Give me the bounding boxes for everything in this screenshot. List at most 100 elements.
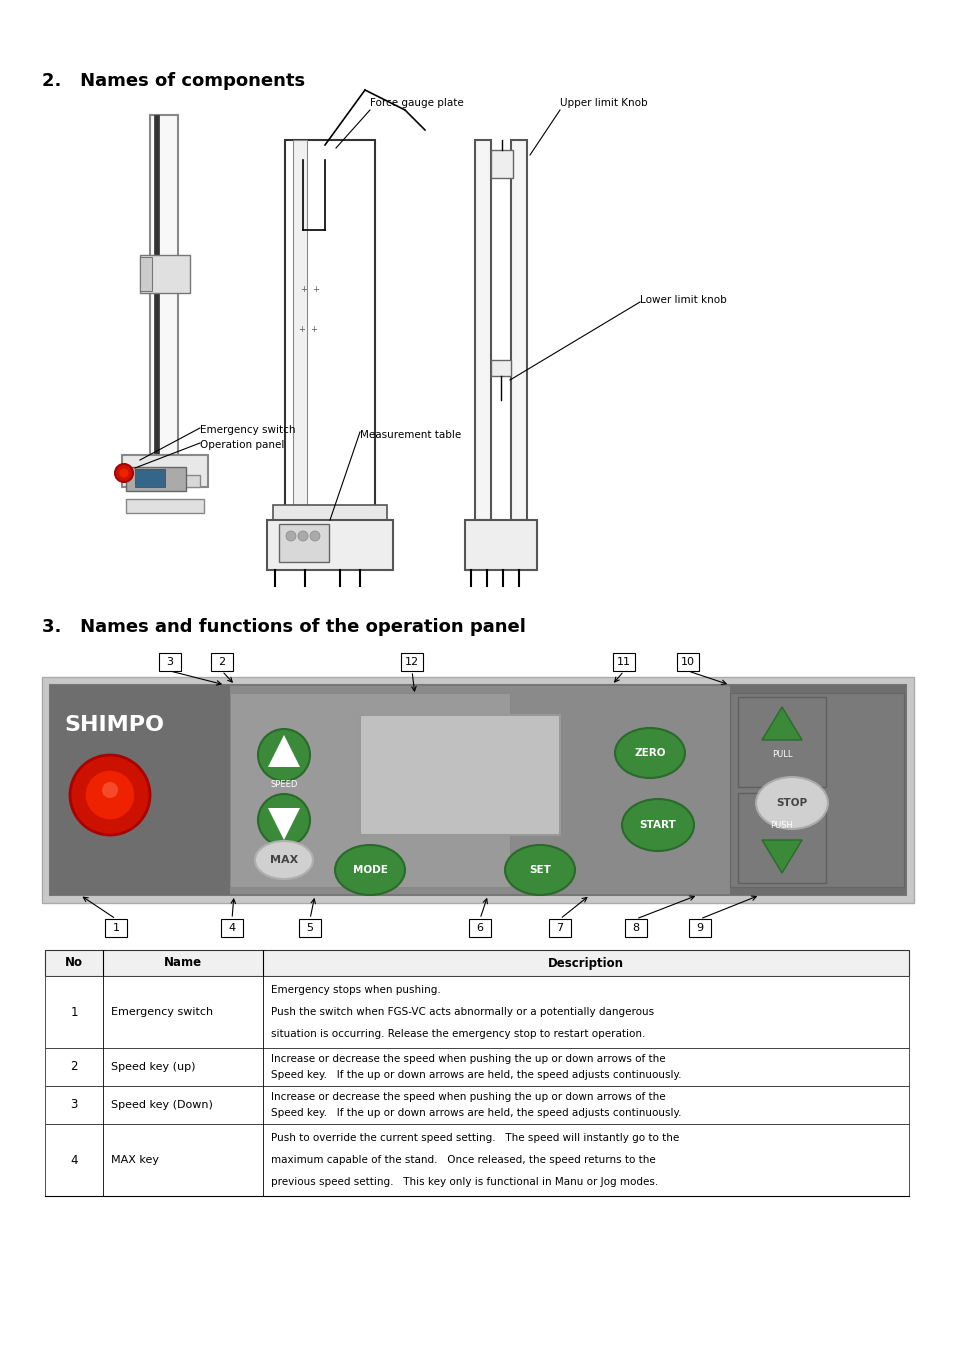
Text: Name: Name — [164, 957, 202, 969]
Bar — [42, 676, 913, 903]
Ellipse shape — [621, 799, 693, 850]
Text: 2: 2 — [71, 1061, 77, 1073]
Bar — [677, 653, 699, 671]
Circle shape — [119, 468, 129, 478]
Text: Upper limit Knob: Upper limit Knob — [559, 99, 647, 108]
Text: 4: 4 — [228, 923, 235, 933]
Text: 3: 3 — [71, 1099, 77, 1111]
Bar — [624, 919, 646, 937]
Text: +  +: + + — [301, 285, 320, 294]
Bar — [45, 1125, 908, 1196]
Text: maximum capable of the stand.   Once released, the speed returns to the: maximum capable of the stand. Once relea… — [271, 1156, 655, 1165]
Text: 10: 10 — [680, 657, 695, 667]
Text: Lower limit knob: Lower limit knob — [639, 296, 726, 305]
Polygon shape — [268, 809, 299, 840]
Bar — [688, 919, 710, 937]
Text: +  +: + + — [299, 325, 318, 335]
Bar — [285, 140, 375, 520]
Ellipse shape — [257, 729, 310, 782]
Text: START: START — [639, 819, 676, 830]
Text: PULL: PULL — [771, 751, 791, 759]
Text: Description: Description — [547, 957, 623, 969]
Bar — [159, 653, 181, 671]
Text: SPEED: SPEED — [270, 780, 297, 788]
Bar — [738, 792, 825, 883]
Bar — [273, 505, 387, 522]
Bar — [122, 455, 208, 487]
Text: Speed key.   If the up or down arrows are held, the speed adjusts continuously.: Speed key. If the up or down arrows are … — [271, 1108, 680, 1118]
Text: Speed key (up): Speed key (up) — [111, 1062, 195, 1072]
Bar — [267, 520, 393, 570]
Bar — [729, 693, 903, 887]
Bar — [45, 1085, 908, 1125]
Text: Speed key.   If the up or down arrows are held, the speed adjusts continuously.: Speed key. If the up or down arrows are … — [271, 1071, 680, 1080]
Ellipse shape — [335, 845, 405, 895]
Text: 6: 6 — [476, 923, 483, 933]
Text: Emergency switch: Emergency switch — [200, 425, 295, 435]
Bar — [211, 653, 233, 671]
Bar — [469, 919, 491, 937]
Circle shape — [310, 531, 319, 541]
Bar — [126, 467, 186, 491]
Text: MAX: MAX — [270, 855, 297, 865]
Text: Speed key (Down): Speed key (Down) — [111, 1100, 213, 1110]
Ellipse shape — [504, 845, 575, 895]
Ellipse shape — [615, 728, 684, 778]
Text: Increase or decrease the speed when pushing the up or down arrows of the: Increase or decrease the speed when push… — [271, 1092, 665, 1102]
Text: Emergency stops when pushing.: Emergency stops when pushing. — [271, 986, 440, 995]
Polygon shape — [761, 840, 801, 873]
Bar — [738, 697, 825, 787]
Polygon shape — [761, 707, 801, 740]
Text: Emergency switch: Emergency switch — [111, 1007, 213, 1017]
Circle shape — [115, 464, 132, 482]
Text: Push to override the current speed setting.   The speed will instantly go to the: Push to override the current speed setti… — [271, 1133, 679, 1143]
Text: 8: 8 — [632, 923, 639, 933]
Bar — [135, 468, 165, 487]
Ellipse shape — [755, 778, 827, 829]
Text: 1: 1 — [71, 1006, 77, 1018]
Text: 1: 1 — [112, 923, 119, 933]
Bar — [359, 716, 559, 836]
Bar — [150, 115, 178, 455]
Bar — [45, 950, 908, 976]
Bar — [126, 500, 204, 513]
Text: MAX key: MAX key — [111, 1156, 159, 1165]
Text: 5: 5 — [306, 923, 314, 933]
Text: 12: 12 — [404, 657, 418, 667]
Bar — [491, 360, 511, 377]
Text: Increase or decrease the speed when pushing the up or down arrows of the: Increase or decrease the speed when push… — [271, 1054, 665, 1064]
Bar — [153, 115, 159, 455]
Text: SHIMPO: SHIMPO — [64, 716, 164, 734]
Text: previous speed setting.   This key only is functional in Manu or Jog modes.: previous speed setting. This key only is… — [271, 1177, 658, 1187]
Text: 2: 2 — [218, 657, 225, 667]
Text: Operation panel: Operation panel — [200, 440, 284, 450]
Bar — [230, 693, 510, 887]
Bar — [45, 976, 908, 1048]
Bar — [491, 150, 513, 178]
Bar — [140, 256, 152, 292]
Circle shape — [70, 755, 150, 836]
Bar — [475, 140, 491, 520]
Circle shape — [102, 782, 118, 798]
Text: Force gauge plate: Force gauge plate — [370, 99, 463, 108]
Ellipse shape — [257, 794, 310, 846]
Text: Measurement table: Measurement table — [359, 431, 460, 440]
Circle shape — [286, 531, 295, 541]
Polygon shape — [268, 734, 299, 767]
Bar — [400, 653, 422, 671]
Bar — [613, 653, 635, 671]
Text: MODE: MODE — [353, 865, 387, 875]
Text: STOP: STOP — [776, 798, 807, 809]
Bar — [130, 475, 200, 487]
Text: 2.   Names of components: 2. Names of components — [42, 72, 305, 90]
Bar — [511, 140, 526, 520]
Text: No: No — [65, 957, 83, 969]
Bar — [45, 1048, 908, 1085]
Text: situation is occurring. Release the emergency stop to restart operation.: situation is occurring. Release the emer… — [271, 1029, 644, 1038]
Circle shape — [85, 769, 135, 819]
Bar — [140, 255, 190, 293]
Text: SET: SET — [529, 865, 551, 875]
Text: 9: 9 — [696, 923, 702, 933]
Text: 4: 4 — [71, 1153, 77, 1166]
Text: ZERO: ZERO — [634, 748, 665, 757]
